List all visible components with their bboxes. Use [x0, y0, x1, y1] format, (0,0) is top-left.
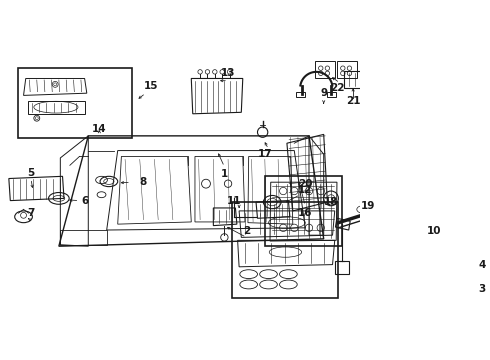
Text: 16: 16 — [298, 208, 313, 218]
Text: 13: 13 — [221, 68, 235, 78]
Text: 2: 2 — [243, 226, 250, 237]
Text: 15: 15 — [144, 81, 158, 91]
Text: 14: 14 — [92, 123, 107, 134]
Text: 4: 4 — [478, 260, 486, 270]
Text: 9: 9 — [320, 88, 327, 98]
Text: 21: 21 — [346, 95, 360, 105]
Text: 12: 12 — [298, 185, 313, 194]
Bar — [232, 202, 339, 298]
Text: 19: 19 — [361, 201, 375, 211]
Text: 11: 11 — [227, 195, 241, 206]
Text: 17: 17 — [258, 149, 272, 159]
Text: 18: 18 — [324, 197, 338, 207]
Text: 5: 5 — [27, 168, 34, 177]
Text: 1: 1 — [221, 169, 228, 179]
Bar — [327, 92, 336, 97]
Text: 22: 22 — [330, 83, 344, 93]
Bar — [335, 261, 349, 274]
Text: 3: 3 — [478, 284, 486, 294]
Bar — [19, 68, 132, 138]
Text: 6: 6 — [81, 195, 88, 206]
Text: 10: 10 — [427, 226, 441, 237]
Text: 20: 20 — [298, 179, 313, 189]
Bar — [265, 176, 342, 246]
Text: 8: 8 — [140, 177, 147, 187]
Bar — [296, 92, 305, 97]
Text: 7: 7 — [27, 208, 35, 218]
